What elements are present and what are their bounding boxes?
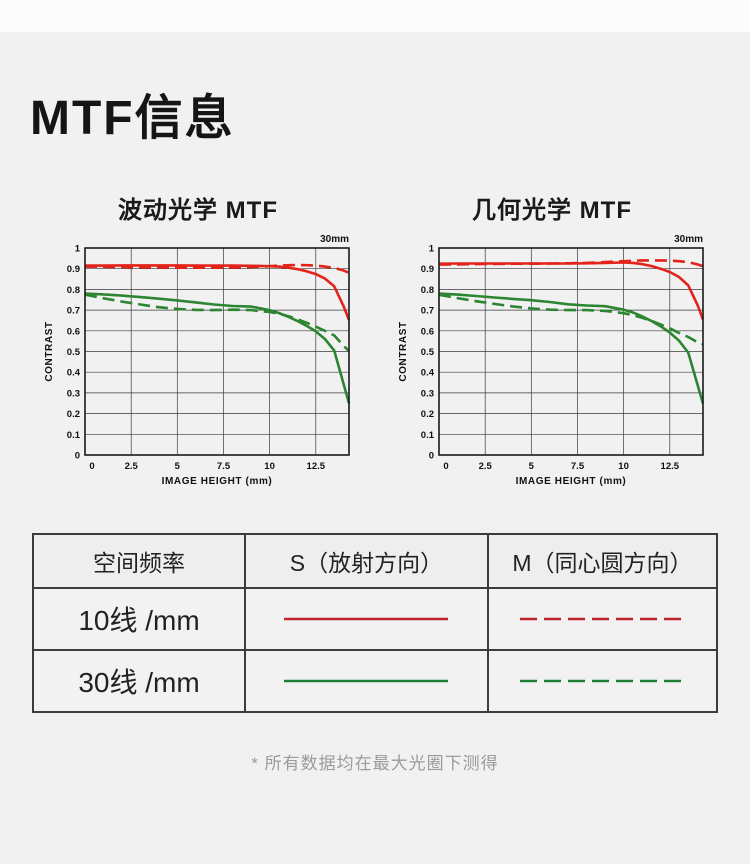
table-header-s-radial: S（放射方向） [244,533,489,589]
svg-text:5: 5 [529,461,535,472]
svg-text:CONTRAST: CONTRAST [398,321,409,381]
legend-table-header-row: 空间频率 S（放射方向） M（同心圆方向） [31,533,719,589]
row-label-10-lines: 10线 /mm [31,587,247,651]
svg-text:2.5: 2.5 [479,461,493,472]
svg-text:0.8: 0.8 [67,285,80,296]
svg-text:0: 0 [89,461,94,472]
svg-text:10: 10 [264,461,275,472]
svg-text:0.1: 0.1 [421,430,435,441]
svg-text:0.6: 0.6 [421,326,434,337]
legend-line-m30-dashed-green [486,649,719,713]
table-row-10-lines: 10线 /mm [31,587,719,651]
svg-text:1: 1 [429,244,435,255]
svg-text:0.6: 0.6 [67,326,80,337]
svg-text:0.1: 0.1 [67,430,81,441]
legend-line-m10-dashed-red [486,587,719,651]
svg-text:0.7: 0.7 [67,306,80,317]
top-strip [0,0,750,32]
geometric-optics-mtf-plot: 30mm 0 0.1 0.2 0.3 0.4 0.5 0.6 0.7 0.8 0.9 1 0 2.5 5 7.… [397,233,707,487]
svg-text:12.5: 12.5 [661,461,680,472]
svg-text:0.8: 0.8 [421,285,434,296]
svg-text:0.9: 0.9 [67,264,80,275]
svg-text:10: 10 [618,461,629,472]
footnote: * 所有数据均在最大光圈下测得 [251,754,499,773]
legend-line-s30-solid-green [244,649,489,713]
svg-text:0: 0 [429,451,434,462]
table-header-spatial-frequency: 空间频率 [31,533,247,589]
table-row-30-lines: 30线 /mm [31,649,719,713]
svg-text:5: 5 [175,461,181,472]
svg-text:0.3: 0.3 [67,388,80,399]
page-title: MTF信息 [30,92,235,145]
chart-title-wave-optics: 波动光学 MTF [118,197,278,224]
svg-text:IMAGE HEIGHT (mm): IMAGE HEIGHT (mm) [162,476,273,487]
svg-text:7.5: 7.5 [571,461,585,472]
legend-table: 空间频率 S（放射方向） M（同心圆方向） 10线 /mm 30线 /mm [31,533,719,713]
svg-text:0: 0 [443,461,448,472]
svg-text:0.2: 0.2 [67,409,80,420]
chart-title-geometric-optics: 几何光学 MTF [472,197,632,224]
geometric-optics-mtf-chart: 几何光学 MTF 30mm 0 0.1 0.2 0.3 0.4 0.5 0.6 0.7 0.8 0.… [397,190,707,487]
svg-text:2.5: 2.5 [125,461,139,472]
svg-text:0.4: 0.4 [421,368,435,379]
charts-row: 波动光学 MTF 30mm 0 0.1 0.2 0.3 0.4 0.5 0.6 0.7 0.8 0.… [0,190,750,487]
svg-text:30mm: 30mm [674,234,703,245]
svg-text:0.5: 0.5 [67,347,81,358]
wave-optics-mtf-plot: 30mm 0 0.1 0.2 0.3 0.4 0.5 0.6 0.7 0.8 0.9 1 0 2.5 5 7.… [43,233,353,487]
svg-text:0.5: 0.5 [421,347,435,358]
svg-text:7.5: 7.5 [217,461,231,472]
table-header-m-concentric: M（同心圆方向） [486,533,719,589]
svg-text:0.4: 0.4 [67,368,81,379]
svg-text:30mm: 30mm [320,234,349,245]
svg-text:12.5: 12.5 [307,461,326,472]
svg-text:IMAGE HEIGHT (mm): IMAGE HEIGHT (mm) [516,476,627,487]
svg-text:CONTRAST: CONTRAST [44,321,55,381]
svg-text:0.2: 0.2 [421,409,434,420]
wave-optics-mtf-chart: 波动光学 MTF 30mm 0 0.1 0.2 0.3 0.4 0.5 0.6 0.7 0.8 0.… [43,190,353,487]
row-label-30-lines: 30线 /mm [31,649,247,713]
svg-text:1: 1 [75,244,81,255]
svg-text:0: 0 [75,451,80,462]
svg-text:0.9: 0.9 [421,264,434,275]
svg-text:0.3: 0.3 [421,388,434,399]
svg-text:0.7: 0.7 [421,306,434,317]
legend-line-s10-solid-red [244,587,489,651]
